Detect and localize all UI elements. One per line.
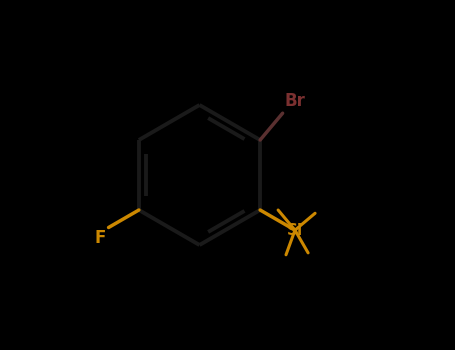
Text: Si: Si xyxy=(287,223,303,238)
Text: Br: Br xyxy=(284,92,305,110)
Text: F: F xyxy=(94,229,106,247)
